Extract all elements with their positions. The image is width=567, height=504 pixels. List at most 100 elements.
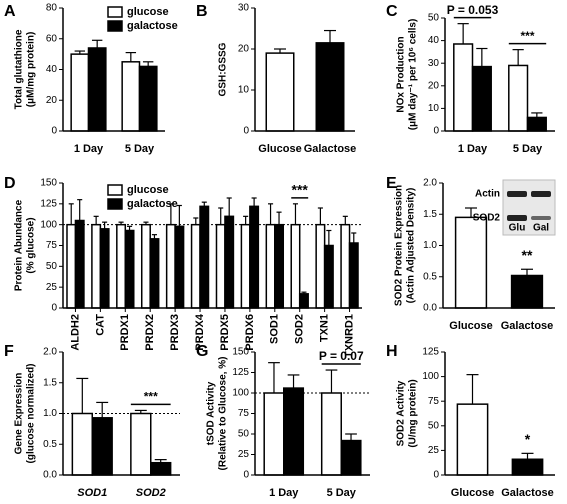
x-tick-label: PRDX5 — [219, 314, 231, 351]
y-tick-label: 125 — [422, 347, 439, 358]
error-bar — [292, 203, 299, 225]
y-tick-label: 0.5 — [423, 271, 437, 282]
error-bar — [317, 207, 323, 225]
y-tick-label: 1.0 — [43, 408, 57, 419]
x-tick-label: 1 Day — [458, 143, 488, 155]
panel-letter: F — [4, 343, 14, 360]
panel-letter: G — [196, 343, 208, 360]
y-axis-label: (glucose normalized) — [26, 363, 37, 463]
annotation: *** — [144, 390, 158, 404]
bar — [199, 205, 210, 309]
x-tick-label: Glucose — [451, 487, 494, 499]
y-tick-label: 50 — [428, 420, 440, 431]
y-tick-label: 1.0 — [423, 240, 437, 251]
y-axis-label: SOD2 Activity — [396, 380, 407, 446]
bar — [265, 223, 276, 309]
x-tick-label: PRDX1 — [119, 314, 131, 351]
error-bar — [126, 225, 133, 231]
x-tick-label: Galactose — [501, 320, 554, 332]
error-bar — [351, 232, 357, 243]
error-bar — [531, 112, 543, 118]
bar — [149, 238, 160, 309]
bar — [150, 461, 172, 476]
y-tick-label: 150 — [232, 347, 249, 358]
bar — [165, 223, 176, 309]
bar — [116, 223, 127, 309]
y-tick-label: 25 — [428, 445, 440, 456]
blot-band — [531, 216, 551, 220]
error-bar — [268, 362, 280, 393]
error-bar — [151, 234, 157, 239]
blot-band — [507, 191, 527, 197]
x-tick-label: SOD1 — [77, 487, 107, 499]
bar — [74, 219, 85, 309]
x-tick-label: 5 Day — [513, 143, 543, 155]
error-bar — [154, 459, 167, 463]
bar — [66, 223, 77, 309]
y-axis-label: (μM day⁻¹ per 10⁶ cells) — [408, 19, 419, 131]
y-axis-label: Protein Abundance — [14, 199, 25, 291]
legend-label: galactose — [127, 198, 178, 210]
y-tick-label: 50 — [238, 429, 250, 440]
annotation: ** — [522, 247, 533, 263]
error-bar — [168, 203, 174, 225]
bar — [508, 64, 529, 132]
bar — [274, 223, 285, 309]
y-axis-label: Total glutathione — [14, 29, 25, 109]
y-tick-label: 20 — [428, 80, 440, 91]
x-tick-label: PRDX2 — [144, 314, 156, 351]
error-bar — [102, 221, 108, 229]
y-tick-label: 20 — [46, 95, 58, 106]
x-tick-label: PRDX6 — [244, 314, 256, 351]
legend-swatch — [107, 198, 123, 210]
error-bar — [143, 221, 149, 225]
bar — [340, 439, 362, 476]
y-tick-label: 50 — [46, 261, 58, 272]
x-tick-label: Glucose — [449, 320, 492, 332]
legend-label: glucose — [127, 6, 169, 18]
error-bar — [176, 204, 182, 227]
y-axis-label: (Relative to Glucose, %) — [218, 357, 229, 471]
x-tick-label: 5 Day — [125, 143, 155, 155]
blot-lane: Gal — [533, 223, 549, 234]
error-bar — [268, 203, 274, 225]
bar — [340, 223, 351, 309]
y-axis-label: NOx Production — [396, 36, 407, 112]
x-tick-label: SOD2 — [136, 487, 166, 499]
y-axis-label: (U/mg protein) — [408, 379, 419, 447]
x-tick-label: Glucose — [258, 143, 301, 155]
error-bar — [193, 217, 199, 225]
y-tick-label: 2.0 — [423, 178, 437, 189]
blot-band — [507, 215, 527, 221]
x-tick-label: PRDX4 — [194, 313, 206, 351]
error-bar — [301, 291, 307, 294]
blot-band — [531, 191, 551, 197]
bar — [91, 417, 113, 476]
error-bar — [521, 268, 533, 276]
x-tick-label: ALDH2 — [69, 314, 81, 351]
bar — [511, 458, 544, 476]
y-axis-label: Gene Expression — [14, 373, 25, 455]
error-bar — [76, 377, 89, 414]
error-bar — [93, 215, 99, 225]
blot-label: Actin — [475, 189, 500, 200]
bar — [215, 223, 226, 309]
error-bar — [476, 47, 488, 67]
y-tick-label: 40 — [428, 35, 440, 46]
y-tick-label: 1.5 — [43, 377, 57, 388]
error-bar — [287, 374, 300, 389]
error-bar — [325, 369, 338, 393]
blot-lane: Glu — [509, 223, 526, 234]
x-tick-label: Galactose — [304, 143, 357, 155]
bar — [510, 274, 544, 309]
bar — [224, 215, 235, 309]
y-tick-label: 1.5 — [423, 209, 437, 220]
error-bar — [466, 374, 479, 405]
error-bar — [91, 39, 103, 48]
y-tick-label: 100 — [40, 219, 57, 230]
bar — [138, 65, 158, 132]
y-tick-label: 80 — [46, 3, 58, 14]
panel-letter: B — [196, 3, 208, 20]
blot-label: SOD2 — [473, 213, 501, 224]
